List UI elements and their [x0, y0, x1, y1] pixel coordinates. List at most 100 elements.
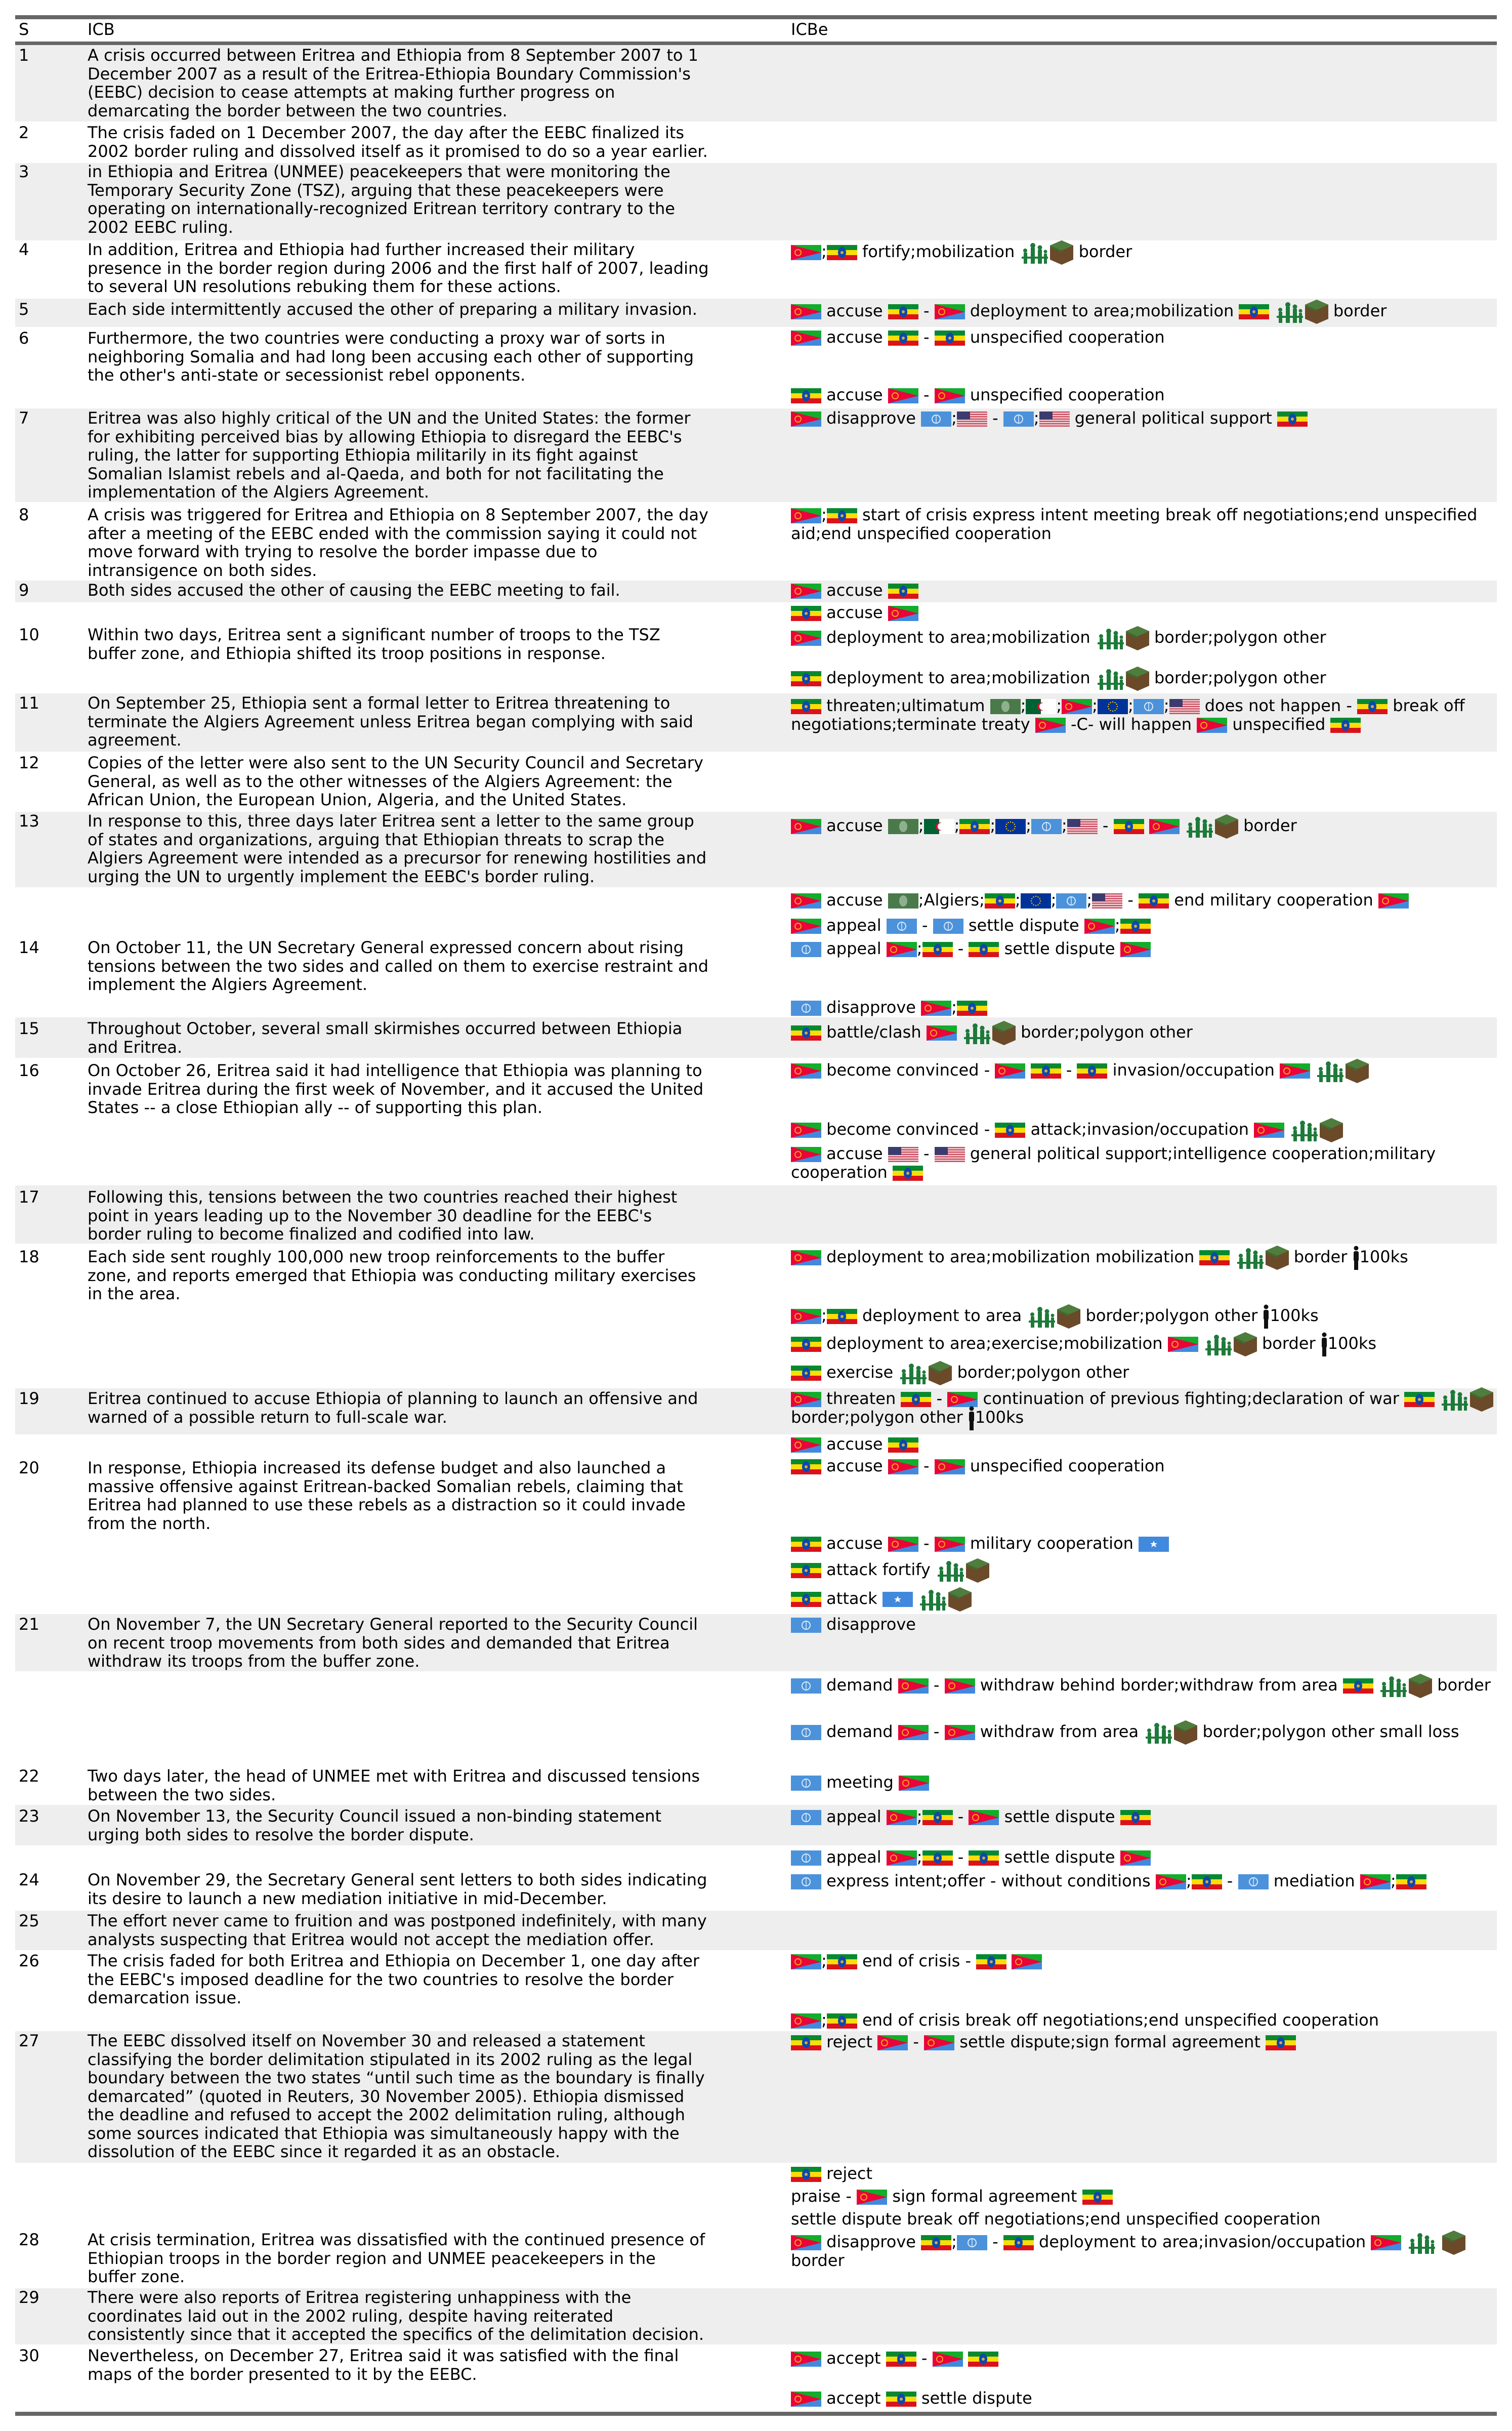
icb-text-line: In addition, Eritrea and Ethiopia had fu…: [88, 240, 635, 259]
event-text: -: [918, 1456, 935, 1475]
icb-text: Furthermore, the two countries were cond…: [88, 329, 786, 385]
event-text: accuse: [821, 1434, 888, 1454]
table-row: [15, 2288, 1497, 2344]
ethiopia-flag-icon: [1082, 2190, 1113, 2205]
row-number: 21: [19, 1615, 39, 1634]
icb-text: The crisis faded on 1 December 2007, the…: [88, 123, 786, 160]
icb-text-line: implement the Algiers Agreement.: [88, 975, 368, 994]
table-top-rule: [15, 15, 1497, 19]
troops-icon: [1440, 1388, 1470, 1411]
event-text: start of crisis express intent meeting b…: [791, 505, 1478, 543]
eritrea-flag-icon: [1371, 2235, 1402, 2250]
troops-icon: [1096, 668, 1126, 690]
eritrea-flag-icon: [886, 1810, 917, 1825]
event-text: settle dispute: [999, 1807, 1120, 1826]
icb-text: Two days later, the head of UNMEE met wi…: [88, 1767, 786, 1804]
event-text: meeting: [821, 1773, 899, 1792]
icbe-event: express intent;offer - without condition…: [791, 1872, 1497, 1890]
event-text: general political support;intelligence c…: [791, 1144, 1436, 1182]
icb-text-line: demarcating the border between the two c…: [88, 101, 508, 120]
event-text: attack fortify: [821, 1560, 936, 1579]
icb-text: A crisis occurred between Eritrea and Et…: [88, 46, 786, 120]
icbe-event: demand - withdraw from area border;polyg…: [791, 1720, 1497, 1745]
icbe-event: battle/clash border;polygon other: [791, 1021, 1497, 1045]
icb-text: Both sides accused the other of causing …: [88, 581, 786, 600]
event-text: become convinced -: [821, 1120, 995, 1139]
ethiopia-flag-icon: [791, 388, 821, 403]
eritrea-flag-icon: [944, 1678, 975, 1694]
event-text: -: [952, 939, 969, 958]
event-text: ;Algiers;: [918, 890, 985, 910]
terrain-icon: [1233, 1332, 1257, 1356]
icb-text-line: withdraw its troops from the buffer zone…: [88, 1652, 420, 1671]
ethiopia-flag-icon: [1120, 1810, 1151, 1825]
icb-text-line: African Union, the European Union, Alger…: [88, 790, 627, 809]
icb-text: The EEBC dissolved itself on November 30…: [88, 2032, 786, 2161]
icb-text-line: and Eritrea.: [88, 1037, 183, 1057]
icbe-event: ; end of crisis break off negotiations;e…: [791, 2011, 1497, 2030]
eritrea-flag-icon: [791, 508, 821, 523]
ethiopia-flag-icon: [1266, 2035, 1296, 2050]
troops-icon: [1315, 1060, 1346, 1082]
event-text: [1435, 1389, 1440, 1408]
ethiopia-flag-icon: [1342, 1678, 1373, 1694]
eritrea-flag-icon: [888, 388, 918, 403]
ethiopia-flag-icon: [791, 1592, 821, 1607]
event-text: ;: [916, 1847, 922, 1867]
icbe-event: accept settle dispute: [791, 2389, 1497, 2408]
un-flag-icon: [886, 919, 917, 934]
event-text: accuse: [821, 1456, 888, 1475]
us-flag-icon: [1067, 819, 1098, 834]
event-text: accuse: [821, 1534, 888, 1553]
icb-text-line: demarcated” (quoted in Reuters, 30 Novem…: [88, 2086, 685, 2106]
event-text: -: [918, 301, 935, 320]
event-text: ;: [1163, 696, 1169, 715]
eritrea-flag-icon: [1378, 893, 1409, 909]
icb-text-line: Furthermore, the two countries were cond…: [88, 328, 665, 348]
troops-icon: [918, 1588, 948, 1611]
icb-text-line: On November 29, the Secretary General se…: [88, 1870, 707, 1889]
icb-text: At crisis termination, Eritrea was dissa…: [88, 2231, 786, 2286]
eritrea-flag-icon: [898, 1678, 929, 1694]
troops-icon: [962, 1022, 992, 1044]
event-text: ;: [954, 816, 960, 835]
ethiopia-flag-icon: [791, 671, 821, 686]
table-row: [15, 45, 1497, 121]
icb-text-line: Eritrea continued to accuse Ethiopia of …: [88, 1389, 698, 1408]
event-text: unspecified cooperation: [964, 1456, 1165, 1475]
ethiopia-flag-icon: [888, 1437, 918, 1453]
eritrea-flag-icon: [886, 1850, 917, 1866]
event-text: -: [918, 1144, 935, 1163]
row-number: 23: [19, 1806, 39, 1826]
row-number: 30: [19, 2346, 39, 2365]
event-text: appeal: [821, 1807, 887, 1826]
event-text: become convinced -: [821, 1060, 995, 1080]
icb-text-line: Two days later, the head of UNMEE met wi…: [88, 1766, 700, 1786]
event-text: ;: [916, 1807, 922, 1826]
troops-icon: [1027, 1305, 1057, 1328]
event-text: [1144, 816, 1149, 835]
icb-text-line: maps of the border presented to it by th…: [88, 2364, 477, 2384]
eritrea-flag-icon: [791, 919, 821, 934]
ethiopia-flag-icon: [1330, 718, 1361, 733]
un-flag-icon: [1133, 699, 1164, 714]
event-text: express intent;offer - without condition…: [821, 1871, 1156, 1890]
icb-text: Eritrea was also highly critical of the …: [88, 409, 786, 502]
eritrea-flag-icon: [791, 304, 821, 319]
african-union-flag-icon: [990, 699, 1021, 714]
ethiopia-flag-icon: [888, 584, 918, 599]
icb-text: On November 7, the UN Secretary General …: [88, 1615, 786, 1671]
troops-icon: [898, 1362, 929, 1384]
icb-text: On November 13, the Security Council iss…: [88, 1807, 786, 1844]
icb-text: Copies of the letter were also sent to t…: [88, 754, 786, 809]
eritrea-flag-icon: [1155, 1874, 1186, 1889]
event-text: ;: [1390, 1871, 1396, 1890]
event-text: [1437, 2232, 1442, 2251]
event-text: appeal: [821, 939, 887, 958]
icbe-event: accuse - unspecified cooperation: [791, 386, 1497, 404]
icbe-event: accuse - deployment to area;mobilization…: [791, 300, 1497, 324]
event-text: withdraw behind border;withdraw from are…: [975, 1675, 1343, 1695]
event-text: [1180, 816, 1185, 835]
troops-icon: [1407, 2232, 1437, 2254]
event-text: demand: [821, 1722, 898, 1741]
